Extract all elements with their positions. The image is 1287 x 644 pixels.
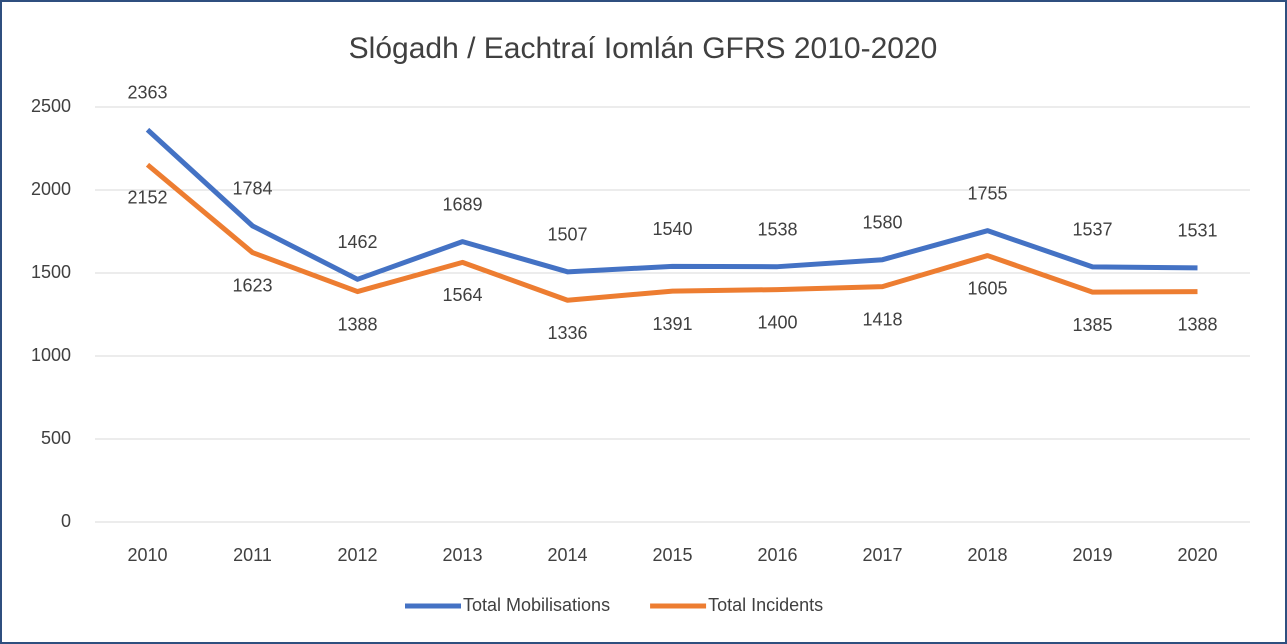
- x-tick-label: 2010: [127, 545, 167, 565]
- y-tick-label: 500: [41, 428, 71, 448]
- x-tick-label: 2018: [967, 545, 1007, 565]
- data-label: 1538: [757, 219, 797, 239]
- y-tick-label: 1000: [31, 345, 71, 365]
- data-label: 1388: [1177, 314, 1217, 334]
- x-tick-label: 2014: [547, 545, 587, 565]
- y-tick-label: 2000: [31, 179, 71, 199]
- data-label: 1388: [337, 314, 377, 334]
- data-label: 1605: [967, 278, 1007, 298]
- data-label: 1531: [1177, 221, 1217, 241]
- y-tick-label: 0: [61, 511, 71, 531]
- data-label: 1507: [547, 225, 587, 245]
- x-tick-label: 2011: [233, 545, 272, 565]
- x-tick-label: 2019: [1072, 545, 1112, 565]
- series-line: [145, 162, 1198, 303]
- y-tick-label: 2500: [31, 96, 71, 116]
- data-label: 1418: [862, 309, 902, 329]
- data-label: 1400: [757, 312, 797, 332]
- data-label: 1462: [337, 232, 377, 252]
- data-label: 1564: [442, 285, 482, 305]
- data-label: 2363: [127, 82, 167, 102]
- data-label: 1784: [232, 179, 272, 199]
- data-label: 2152: [127, 188, 167, 208]
- data-label: 1689: [442, 194, 482, 214]
- data-label: 1755: [967, 183, 1007, 203]
- x-tick-label: 2013: [442, 545, 482, 565]
- data-label: 1336: [547, 323, 587, 343]
- legend-label: Total Mobilisations: [463, 595, 610, 615]
- data-label: 1540: [652, 219, 692, 239]
- data-label: 1623: [232, 275, 272, 295]
- x-tick-label: 2020: [1177, 545, 1217, 565]
- data-label: 1580: [862, 212, 902, 232]
- data-label: 1391: [652, 314, 692, 334]
- chart-title: Slógadh / Eachtraí Iomlán GFRS 2010-2020: [349, 32, 938, 65]
- data-label: 1537: [1072, 220, 1112, 240]
- x-tick-label: 2017: [862, 545, 902, 565]
- data-label: 1385: [1072, 315, 1112, 335]
- x-tick-label: 2016: [757, 545, 797, 565]
- series-line: [145, 127, 1198, 282]
- legend-label: Total Incidents: [708, 595, 823, 615]
- x-tick-label: 2012: [337, 545, 377, 565]
- x-tick-label: 2015: [652, 545, 692, 565]
- y-tick-label: 1500: [31, 262, 71, 282]
